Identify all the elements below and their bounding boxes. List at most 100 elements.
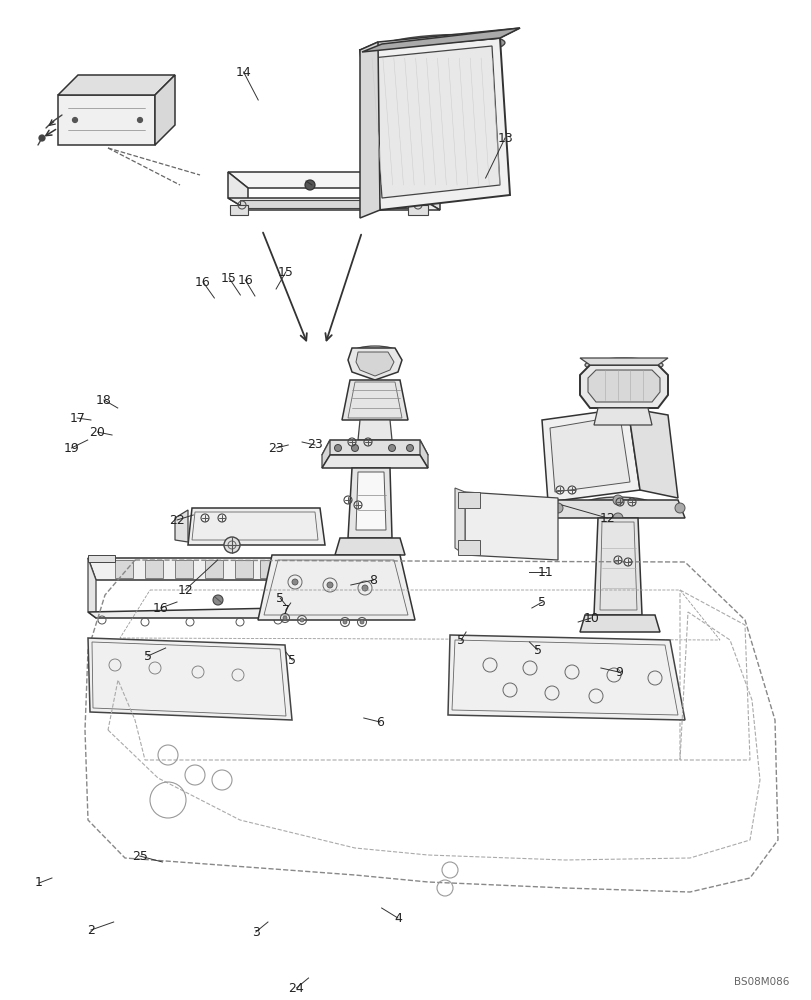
Polygon shape — [145, 560, 163, 578]
Text: 22: 22 — [169, 514, 185, 526]
Circle shape — [334, 444, 341, 452]
Polygon shape — [188, 508, 324, 545]
Polygon shape — [359, 42, 380, 218]
Circle shape — [292, 579, 298, 585]
Polygon shape — [281, 558, 290, 618]
Polygon shape — [88, 558, 290, 580]
Text: 16: 16 — [195, 275, 211, 288]
Ellipse shape — [577, 497, 657, 519]
Polygon shape — [419, 172, 440, 210]
Polygon shape — [88, 638, 292, 720]
Polygon shape — [448, 635, 684, 720]
Polygon shape — [579, 365, 667, 408]
Polygon shape — [358, 420, 392, 440]
Polygon shape — [155, 75, 175, 145]
Polygon shape — [230, 205, 247, 215]
Polygon shape — [175, 510, 188, 542]
Polygon shape — [627, 408, 677, 498]
Text: 18: 18 — [96, 393, 112, 406]
Text: 11: 11 — [537, 566, 553, 578]
Polygon shape — [341, 380, 407, 420]
Polygon shape — [88, 608, 290, 618]
Circle shape — [362, 585, 367, 591]
Polygon shape — [240, 200, 410, 208]
Polygon shape — [579, 615, 659, 632]
Circle shape — [388, 444, 395, 452]
Text: 23: 23 — [268, 442, 284, 454]
Text: 24: 24 — [288, 982, 304, 994]
Polygon shape — [541, 408, 639, 502]
Polygon shape — [348, 468, 392, 538]
Polygon shape — [228, 172, 247, 210]
Text: 4: 4 — [393, 912, 401, 924]
Polygon shape — [355, 472, 385, 530]
Circle shape — [674, 503, 684, 513]
Polygon shape — [587, 370, 659, 402]
Circle shape — [359, 620, 363, 624]
Circle shape — [299, 618, 303, 622]
Polygon shape — [175, 560, 193, 578]
Polygon shape — [594, 518, 642, 615]
Circle shape — [212, 595, 223, 605]
Circle shape — [305, 180, 315, 190]
Text: 17: 17 — [69, 412, 85, 424]
Text: 5: 5 — [288, 654, 296, 666]
Text: 5: 5 — [538, 595, 546, 608]
Text: BS08M086: BS08M086 — [733, 977, 789, 987]
Text: 25: 25 — [131, 850, 148, 862]
Text: 9: 9 — [614, 666, 622, 678]
Circle shape — [612, 495, 622, 505]
Polygon shape — [551, 500, 684, 518]
Polygon shape — [371, 46, 500, 198]
Circle shape — [552, 503, 562, 513]
Text: 15: 15 — [277, 265, 294, 278]
Circle shape — [406, 444, 413, 452]
Polygon shape — [228, 198, 440, 210]
Polygon shape — [419, 440, 427, 468]
Polygon shape — [58, 95, 155, 145]
Text: 16: 16 — [152, 601, 169, 614]
Polygon shape — [228, 172, 440, 188]
Polygon shape — [579, 358, 667, 365]
Text: 7: 7 — [281, 603, 290, 616]
Text: 8: 8 — [369, 574, 377, 586]
Polygon shape — [465, 492, 557, 560]
Polygon shape — [457, 492, 479, 508]
Polygon shape — [594, 408, 651, 425]
Polygon shape — [234, 560, 253, 578]
Circle shape — [342, 620, 346, 624]
Polygon shape — [359, 28, 519, 50]
Circle shape — [224, 537, 240, 553]
Text: 5: 5 — [144, 650, 152, 662]
Circle shape — [327, 582, 333, 588]
Text: 12: 12 — [177, 584, 193, 596]
Text: 15: 15 — [221, 271, 237, 284]
Text: 5: 5 — [457, 634, 465, 647]
Text: 5: 5 — [276, 591, 284, 604]
Circle shape — [283, 616, 286, 620]
Polygon shape — [88, 555, 115, 562]
Ellipse shape — [353, 346, 397, 358]
Polygon shape — [407, 205, 427, 215]
Ellipse shape — [375, 35, 504, 57]
Circle shape — [351, 444, 358, 452]
Ellipse shape — [584, 358, 663, 372]
Text: 5: 5 — [533, 644, 541, 656]
Ellipse shape — [491, 513, 528, 535]
Ellipse shape — [345, 443, 405, 461]
Polygon shape — [88, 558, 96, 618]
Polygon shape — [454, 488, 465, 555]
Polygon shape — [115, 560, 133, 578]
Polygon shape — [204, 560, 223, 578]
Text: 16: 16 — [237, 273, 253, 286]
Text: 19: 19 — [63, 442, 79, 454]
Circle shape — [612, 513, 622, 523]
Text: 3: 3 — [251, 926, 260, 938]
Text: 20: 20 — [89, 426, 105, 438]
Text: 13: 13 — [496, 131, 513, 144]
Text: 23: 23 — [307, 438, 323, 452]
Text: 1: 1 — [35, 876, 43, 890]
Polygon shape — [457, 540, 479, 555]
Polygon shape — [258, 555, 414, 620]
Text: 12: 12 — [599, 512, 615, 524]
